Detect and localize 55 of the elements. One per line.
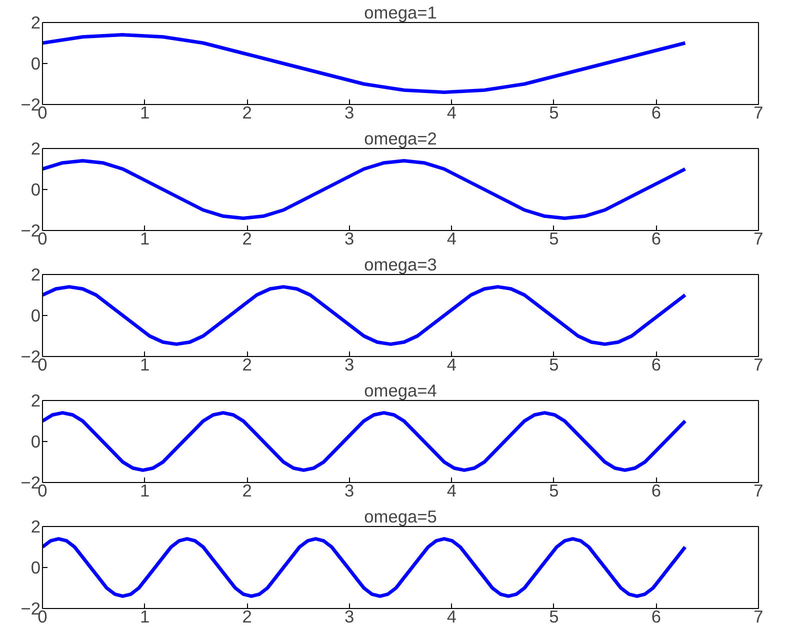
x-tick-label: 4	[446, 480, 457, 500]
y-tick-label: 0	[30, 54, 41, 74]
x-tick-label: 5	[549, 354, 559, 374]
chart-title: omega=2	[364, 128, 437, 148]
x-tick-label: 6	[651, 354, 662, 374]
x-tick-label: 3	[344, 480, 354, 500]
x-tick-label: 1	[140, 354, 150, 374]
x-tick-label: 3	[344, 606, 354, 626]
x-tick-label: 6	[651, 228, 662, 248]
chart-title: omega=3	[364, 254, 437, 274]
y-tick-label: 0	[30, 306, 41, 326]
y-tick-label: 0	[30, 432, 41, 452]
x-tick-label: 5	[549, 606, 559, 626]
x-tick-label: 2	[242, 102, 252, 122]
x-tick-label: 1	[140, 480, 150, 500]
x-tick-label: 2	[242, 606, 252, 626]
chart-title: omega=1	[364, 2, 437, 22]
x-tick-label: 6	[651, 102, 662, 122]
x-tick-label: 2	[242, 480, 252, 500]
y-tick-label: 2	[30, 264, 41, 284]
x-tick-label: 7	[754, 102, 764, 122]
x-tick-label: 2	[242, 354, 252, 374]
x-tick-label: 1	[140, 102, 150, 122]
x-tick-label: 1	[140, 228, 150, 248]
y-tick-label: 0	[30, 558, 41, 578]
x-tick-label: 2	[242, 228, 252, 248]
line-series	[42, 537, 687, 598]
x-tick-label: 4	[446, 606, 457, 626]
y-tick-label: 2	[30, 12, 41, 32]
x-tick-label: 5	[549, 102, 559, 122]
y-tick-label: 2	[30, 138, 41, 158]
line-series	[42, 33, 687, 94]
x-tick-label: 3	[344, 228, 354, 248]
x-tick-label: 7	[754, 228, 764, 248]
y-tick-label: 0	[30, 180, 41, 200]
line-series	[42, 285, 687, 346]
x-tick-label: 3	[344, 102, 354, 122]
line-series	[42, 159, 687, 220]
x-tick-label: 4	[446, 354, 457, 374]
x-tick-label: 5	[549, 228, 559, 248]
x-tick-label: 7	[754, 606, 764, 626]
x-tick-label: 5	[549, 480, 559, 500]
x-tick-label: 3	[344, 354, 354, 374]
x-tick-label: 6	[651, 480, 662, 500]
chart-title: omega=4	[364, 380, 438, 400]
x-tick-label: 7	[754, 354, 764, 374]
chart-title: omega=5	[364, 506, 437, 526]
x-tick-label: 4	[446, 102, 457, 122]
x-tick-label: 6	[651, 606, 662, 626]
x-tick-label: 7	[754, 480, 764, 500]
x-tick-label: 1	[140, 606, 150, 626]
line-series	[42, 411, 687, 472]
y-tick-label: 2	[30, 516, 41, 536]
y-tick-label: 2	[30, 390, 41, 410]
x-tick-label: 4	[446, 228, 457, 248]
